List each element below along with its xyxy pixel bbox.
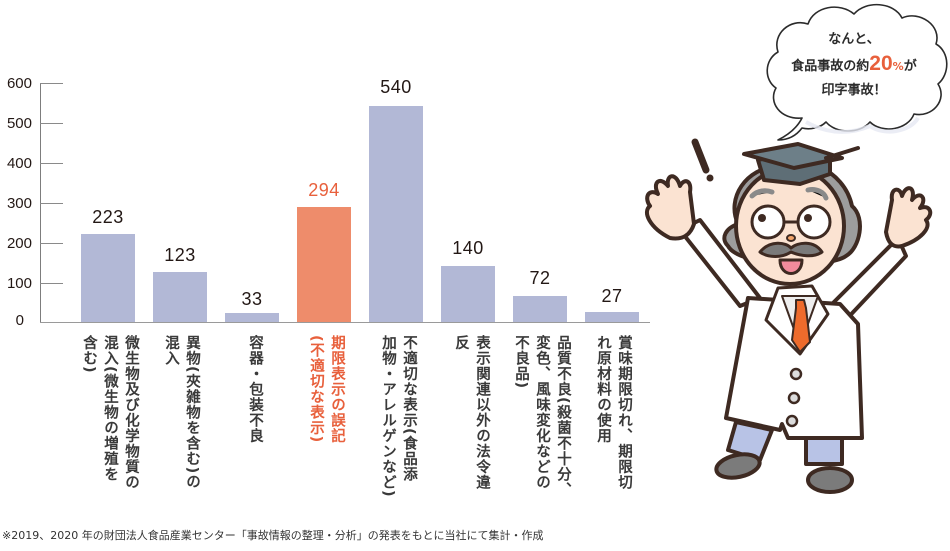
category-label: 表示関連以外の法令違反 [450, 335, 492, 490]
bar-highlighted [297, 207, 351, 322]
y-tick-label: 600 [6, 75, 32, 92]
bar-value-label: 540 [380, 77, 412, 97]
bar-value-label: 140 [452, 238, 484, 258]
bubble-text: なんと、 食品事故の約20%が 印字事故！ [770, 28, 938, 103]
bubble-line: 印字事故！ [821, 83, 887, 98]
label-line: 混入 [163, 335, 179, 366]
category-label: 品質不良(殺菌不十分、 変色、風味変化などの 不良品) [510, 335, 573, 498]
bar [225, 313, 279, 322]
y-tick-label: 100 [6, 275, 32, 292]
bar-value-label: 27 [601, 286, 623, 306]
category-label: 微生物及び化学物質の 混入(微生物の増殖を 含む) [78, 335, 141, 490]
bar [81, 234, 135, 322]
label-line: 容器・包装不良 [247, 335, 263, 444]
label-line: れ原材料の使用 [595, 335, 611, 444]
label-line: 賞味期限切れ、期限切 [616, 335, 632, 490]
bubble-line: なんと、 [828, 32, 880, 47]
label-line: 表示関連以外の法令違 [474, 335, 490, 490]
category-label: 賞味期限切れ、期限切 れ原材料の使用 [592, 335, 634, 490]
bar-chart: 600 500 400 300 200 100 0 223 123 33 294… [6, 75, 650, 498]
label-line: 反 [453, 335, 469, 351]
bar [441, 266, 495, 322]
y-tick [40, 283, 63, 284]
bar-value-label: 123 [164, 245, 196, 265]
bar-value-label: 223 [92, 207, 124, 227]
label-line: 不良品) [513, 335, 529, 390]
label-line: 含む) [81, 335, 97, 374]
label-line: 異物(夾雑物を含む)の [184, 335, 200, 490]
bar [513, 296, 567, 322]
y-tick [40, 163, 63, 164]
y-tick-label: 400 [6, 155, 32, 172]
bar [153, 272, 207, 322]
y-tick [40, 243, 63, 244]
category-label: 異物(夾雑物を含む)の 混入 [160, 335, 202, 490]
y-tick-label: 500 [6, 115, 32, 132]
bar-value-label-highlighted: 294 [308, 180, 340, 200]
category-label-highlighted: 期限表示の誤記 (不適切な表示) [305, 335, 347, 444]
bubble-text-part: 食品事故の約 [791, 59, 870, 74]
bar-value-label: 72 [529, 268, 551, 288]
bubble-text-part: が [903, 59, 917, 74]
label-line: 混入(微生物の増殖を [102, 335, 118, 483]
bar [369, 106, 423, 322]
percent-sign: % [892, 60, 904, 73]
y-tick-label: 0 [15, 312, 24, 329]
label-line: 期限表示の誤記 [329, 335, 345, 444]
bar-value-label: 33 [241, 289, 263, 309]
y-tick-label: 200 [6, 235, 32, 252]
bubble-line: 食品事故の約20%が [770, 52, 938, 79]
y-tick-label: 300 [6, 195, 32, 212]
category-label: 不適切な表示(食品添 加物・アレルゲンなど) [377, 335, 419, 498]
footnote: ※2019、2020 年の財団法人食品産業センター「事故情報の整理・分析」の発表… [2, 529, 544, 542]
professor-character-icon [644, 138, 933, 494]
y-tick [40, 123, 63, 124]
label-line: 微生物及び化学物質の [123, 335, 139, 490]
label-line: 品質不良(殺菌不十分、 [555, 335, 571, 498]
label-line: 不適切な表示(食品添 [401, 335, 417, 483]
label-line: (不適切な表示) [308, 335, 324, 444]
y-tick [40, 203, 63, 204]
percent-value: 20 [869, 52, 893, 75]
bar [585, 312, 639, 322]
category-label: 容器・包装不良 [244, 335, 265, 444]
label-line: 変色、風味変化などの [534, 335, 550, 490]
label-line: 加物・アレルゲンなど) [380, 335, 396, 498]
y-tick [40, 83, 63, 84]
speech-bubble-icon [766, 3, 948, 141]
x-axis-line [40, 322, 650, 323]
